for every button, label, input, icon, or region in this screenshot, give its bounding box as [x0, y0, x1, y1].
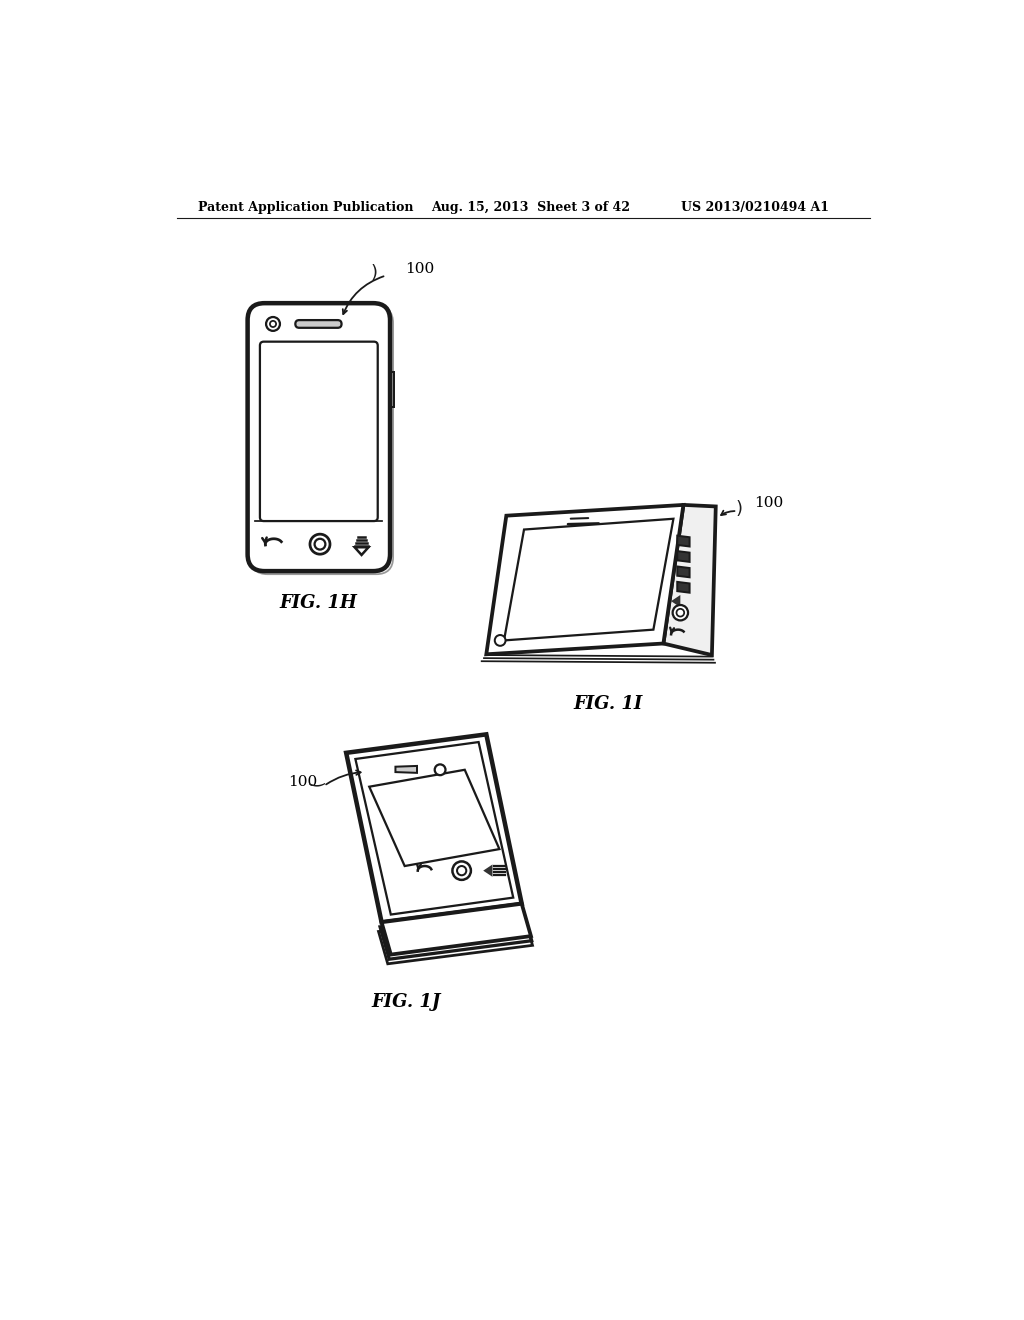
- Polygon shape: [483, 865, 493, 876]
- Polygon shape: [395, 766, 417, 774]
- Polygon shape: [677, 582, 689, 593]
- Circle shape: [457, 866, 466, 875]
- Text: FIG. 1I: FIG. 1I: [573, 694, 643, 713]
- Text: $\mathsf{(}$: $\mathsf{(}$: [307, 781, 328, 788]
- Circle shape: [270, 321, 276, 327]
- Polygon shape: [382, 904, 531, 954]
- Text: 100: 100: [289, 775, 317, 789]
- FancyBboxPatch shape: [248, 304, 390, 572]
- Polygon shape: [677, 536, 689, 546]
- FancyBboxPatch shape: [295, 321, 342, 327]
- Text: 100: 100: [406, 261, 435, 276]
- Text: US 2013/0210494 A1: US 2013/0210494 A1: [681, 201, 829, 214]
- FancyBboxPatch shape: [251, 306, 393, 574]
- Text: $\mathsf{(}$: $\mathsf{(}$: [736, 496, 744, 516]
- Text: 100: 100: [755, 496, 783, 511]
- Polygon shape: [486, 506, 683, 655]
- Circle shape: [266, 317, 280, 331]
- Text: FIG. 1J: FIG. 1J: [372, 993, 441, 1011]
- Circle shape: [314, 539, 326, 549]
- Polygon shape: [346, 734, 521, 923]
- Circle shape: [673, 605, 688, 620]
- Polygon shape: [355, 742, 513, 915]
- Circle shape: [677, 609, 684, 616]
- Circle shape: [310, 535, 330, 554]
- Polygon shape: [677, 566, 689, 577]
- FancyBboxPatch shape: [260, 342, 378, 521]
- Circle shape: [453, 862, 471, 880]
- Circle shape: [435, 764, 445, 775]
- Polygon shape: [671, 595, 680, 607]
- Polygon shape: [504, 519, 674, 640]
- Circle shape: [495, 635, 506, 645]
- Text: Patent Application Publication: Patent Application Publication: [199, 201, 414, 214]
- Text: FIG. 1H: FIG. 1H: [280, 594, 357, 612]
- Polygon shape: [370, 770, 500, 866]
- Text: $\mathsf{(}$: $\mathsf{(}$: [372, 260, 379, 280]
- Text: Aug. 15, 2013  Sheet 3 of 42: Aug. 15, 2013 Sheet 3 of 42: [431, 201, 630, 214]
- Polygon shape: [677, 552, 689, 562]
- Polygon shape: [354, 548, 369, 554]
- Polygon shape: [664, 506, 716, 655]
